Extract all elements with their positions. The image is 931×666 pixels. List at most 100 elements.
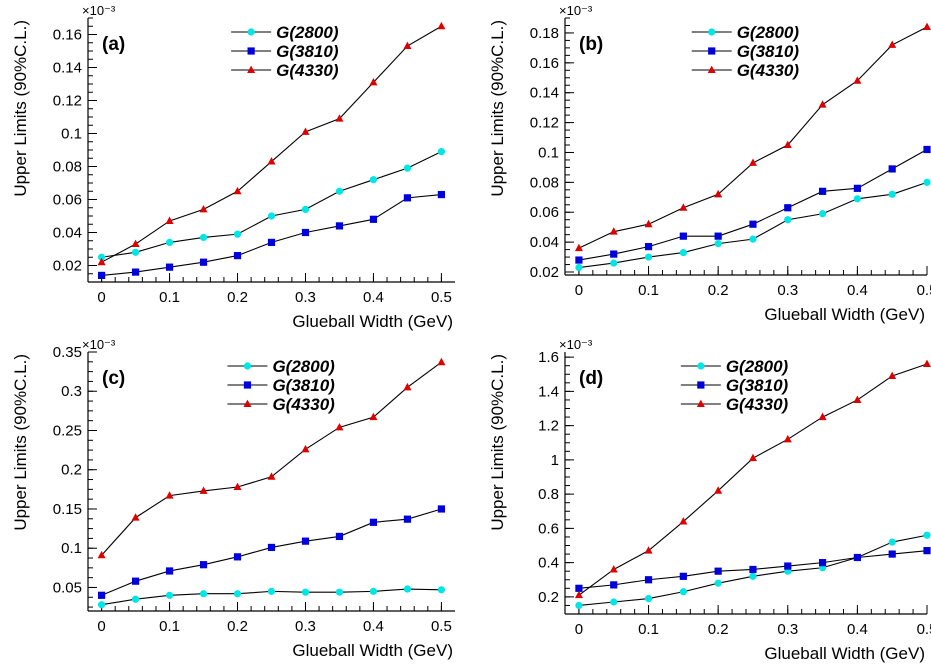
data-point — [267, 472, 276, 480]
legend-marker — [247, 28, 255, 36]
series-circle — [575, 178, 931, 272]
y-tick-label: 0.4 — [538, 555, 559, 572]
panel-label: (a) — [102, 34, 125, 55]
x-tick-label: 0.5 — [917, 282, 931, 299]
legend-marker — [697, 381, 705, 389]
y-tick-label: 0.04 — [530, 234, 559, 251]
data-point — [369, 77, 378, 86]
x-tick-label: 0.2 — [227, 618, 248, 635]
y-axis-title: Upper Limits (90%C.L.) — [11, 20, 30, 197]
x-tick-label: 0.1 — [638, 621, 659, 638]
data-point — [853, 195, 861, 203]
data-point — [575, 601, 583, 610]
data-point — [437, 148, 446, 156]
x-tick-label: 0 — [575, 621, 583, 638]
legend-marker — [247, 47, 255, 55]
y-tick-label: 0.18 — [530, 25, 559, 42]
data-point — [403, 585, 412, 593]
data-point — [403, 515, 412, 523]
data-point — [783, 140, 792, 149]
data-point — [574, 243, 583, 252]
data-point — [97, 271, 106, 279]
data-point — [853, 76, 862, 84]
data-point — [714, 567, 722, 575]
y-tick-label: 0.6 — [538, 520, 559, 537]
data-point — [610, 259, 618, 267]
data-point — [233, 186, 242, 195]
data-point — [714, 486, 723, 494]
data-point — [97, 257, 106, 266]
y-tick-label: 1.6 — [538, 349, 559, 366]
series-circle — [97, 585, 446, 609]
data-point — [749, 220, 757, 228]
y-tick-label: 1.4 — [538, 383, 559, 400]
y-tick-label: 0.14 — [53, 60, 82, 77]
data-point — [714, 240, 722, 248]
data-point — [301, 127, 310, 135]
data-point — [301, 537, 310, 545]
panel-label: (c) — [102, 368, 125, 389]
chart-panel: 0 0.1 0.2 0.3 0.4 0.5 0.02 0.04 0.06 0.08 0.1 0.12 0… — [488, 3, 931, 324]
chart-panel: 0 0.1 0.2 0.3 0.4 0.5 0.05 0.1 0.15 0.2 0.25 0.3 0.3… — [11, 337, 455, 660]
data-point — [233, 553, 242, 561]
panel-label: (d) — [579, 368, 603, 389]
x-tick-label: 0.1 — [638, 282, 659, 299]
legend-entry: G(3810) — [276, 42, 339, 61]
data-point — [818, 412, 827, 421]
data-point — [748, 158, 757, 166]
x-tick-label: 0.2 — [708, 282, 729, 299]
data-point — [165, 238, 174, 246]
x-tick-label: 0.2 — [708, 621, 729, 638]
legend-marker — [696, 399, 705, 407]
data-point — [923, 547, 931, 555]
y-tick-label: 0.25 — [53, 422, 82, 439]
y-tick-label: 0.15 — [53, 501, 82, 518]
y-tick-label: 0.02 — [53, 258, 82, 275]
data-point — [403, 41, 412, 50]
data-point — [199, 205, 208, 213]
data-point — [679, 232, 687, 240]
legend-marker — [243, 381, 252, 389]
x-axis-title: Glueball Width (GeV) — [292, 641, 453, 660]
series-square — [575, 547, 931, 592]
y-axis-title: Upper Limits (90%C.L.) — [11, 354, 30, 531]
x-tick-label: 0 — [575, 282, 583, 299]
data-point — [165, 491, 174, 499]
data-point — [165, 567, 174, 575]
data-point — [335, 222, 344, 230]
legend-entry: G(4330) — [272, 395, 335, 414]
y-exponent-label: ×10⁻³ — [82, 3, 116, 18]
data-point — [97, 591, 106, 599]
data-point — [609, 565, 618, 573]
data-point — [335, 422, 344, 431]
y-tick-label: 0.35 — [53, 344, 82, 361]
data-point — [714, 579, 722, 587]
data-point — [267, 587, 276, 595]
data-point — [609, 227, 618, 235]
legend-entry: G(2800) — [726, 357, 789, 376]
data-point — [679, 203, 688, 211]
data-point — [437, 586, 446, 594]
y-tick-label: 0.1 — [61, 126, 82, 143]
data-point — [335, 114, 344, 122]
data-point — [301, 444, 310, 453]
legend-entry: G(3810) — [726, 376, 789, 395]
legend-marker — [243, 362, 252, 370]
data-point — [437, 357, 446, 366]
data-point — [679, 248, 687, 257]
data-point — [199, 561, 208, 569]
series-square — [575, 145, 931, 264]
data-point — [644, 546, 653, 554]
data-point — [575, 256, 583, 264]
data-point — [335, 187, 344, 195]
y-tick-label: 0.08 — [53, 159, 82, 176]
data-point — [437, 21, 446, 30]
data-point — [437, 190, 446, 199]
data-point — [644, 219, 653, 228]
legend-entry: G(4330) — [737, 61, 800, 80]
series-line — [101, 194, 442, 276]
data-point — [714, 232, 722, 240]
data-point — [267, 212, 276, 220]
legend-entry: G(3810) — [272, 376, 335, 395]
data-point — [369, 587, 378, 595]
